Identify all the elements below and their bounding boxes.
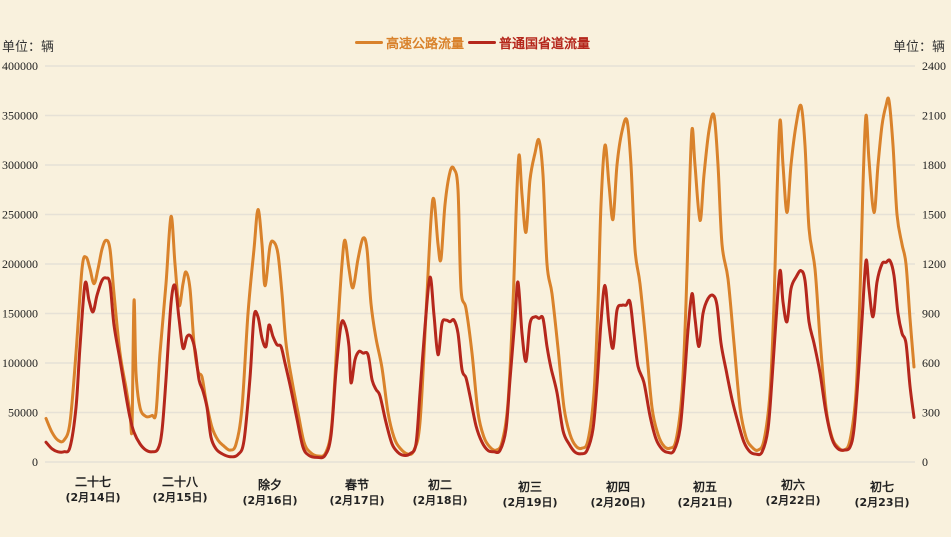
left-tick-label: 250000 (2, 208, 38, 222)
left-axis-ticks: 0 50000 100000 150000 200000 250000 300000 3500… (2, 59, 38, 469)
left-tick-label: 400000 (2, 59, 38, 73)
left-tick-label: 100000 (2, 356, 38, 370)
left-tick-label: 50000 (8, 406, 38, 420)
left-tick-label: 0 (32, 455, 38, 469)
right-axis-ticks: 0 300 600 900 1200 1500 1800 2100 2400 (922, 59, 946, 469)
x-axis-label: 初五 (2月21日) (665, 480, 745, 510)
legend-swatch-provincial (468, 41, 497, 44)
lunar-date: 初五 (692, 480, 717, 494)
solar-date: (2月21日) (677, 496, 733, 509)
lunar-date: 二十七 (74, 475, 111, 489)
x-axis-label: 初三 (2月19日) (490, 480, 570, 510)
provincial-flow-line (44, 258, 916, 460)
solar-date: (2月20日) (590, 496, 646, 509)
gridlines (45, 65, 915, 463)
solar-date: (2月18日) (412, 494, 468, 507)
right-tick-label: 2400 (922, 59, 946, 73)
x-axis-label: 除夕 (2月16日) (230, 478, 310, 508)
right-tick-label: 2100 (922, 109, 946, 123)
legend-item-provincial[interactable]: 普通国省道流量 (468, 33, 590, 52)
legend-label-highway: 高速公路流量 (386, 36, 465, 51)
lunar-date: 初四 (605, 480, 630, 494)
solar-date: (2月19日) (502, 496, 558, 509)
legend-label-provincial: 普通国省道流量 (499, 36, 591, 51)
x-axis-label: 初四 (2月20日) (578, 480, 658, 510)
right-tick-label: 300 (922, 406, 940, 420)
right-tick-label: 900 (922, 307, 940, 321)
lunar-date: 初二 (427, 478, 452, 492)
left-tick-label: 300000 (2, 158, 38, 172)
solar-date: (2月23日) (854, 496, 910, 509)
right-axis-unit: 单位：辆 (892, 39, 945, 54)
legend-item-highway[interactable]: 高速公路流量 (355, 33, 464, 52)
x-axis-label: 初六 (2月22日) (753, 478, 833, 508)
solar-date: (2月16日) (242, 494, 298, 507)
right-tick-label: 0 (922, 455, 928, 469)
solar-date: (2月17日) (329, 494, 385, 507)
lunar-date: 初六 (780, 478, 805, 492)
left-tick-label: 350000 (2, 109, 38, 123)
right-tick-label: 1200 (922, 257, 946, 271)
lunar-date: 初三 (517, 480, 542, 494)
highway-flow-line (44, 96, 916, 458)
solar-date: (2月22日) (765, 494, 821, 507)
lunar-date: 二十八 (161, 475, 198, 489)
legend-swatch-highway (355, 41, 383, 44)
x-axis-label: 春节 (2月17日) (317, 478, 397, 508)
lunar-date: 春节 (344, 478, 369, 492)
chart-legend: 高速公路流量 普通国省道流量 (355, 33, 594, 52)
right-tick-label: 600 (922, 356, 940, 370)
x-axis-label: 初七 (2月23日) (842, 480, 922, 510)
left-tick-label: 200000 (2, 257, 38, 271)
x-axis-label: 初二 (2月18日) (400, 478, 480, 508)
solar-date: (2月14日) (65, 491, 121, 504)
x-axis-label: 二十七 (2月14日) (53, 475, 133, 505)
lunar-date: 除夕 (257, 478, 282, 492)
lunar-date: 初七 (869, 480, 894, 494)
x-axis-label: 二十八 (2月15日) (140, 475, 220, 505)
right-tick-label: 1800 (922, 158, 946, 172)
left-tick-label: 150000 (2, 307, 38, 321)
left-axis-unit: 单位：辆 (2, 39, 55, 54)
solar-date: (2月15日) (152, 491, 208, 504)
right-tick-label: 1500 (922, 208, 946, 222)
